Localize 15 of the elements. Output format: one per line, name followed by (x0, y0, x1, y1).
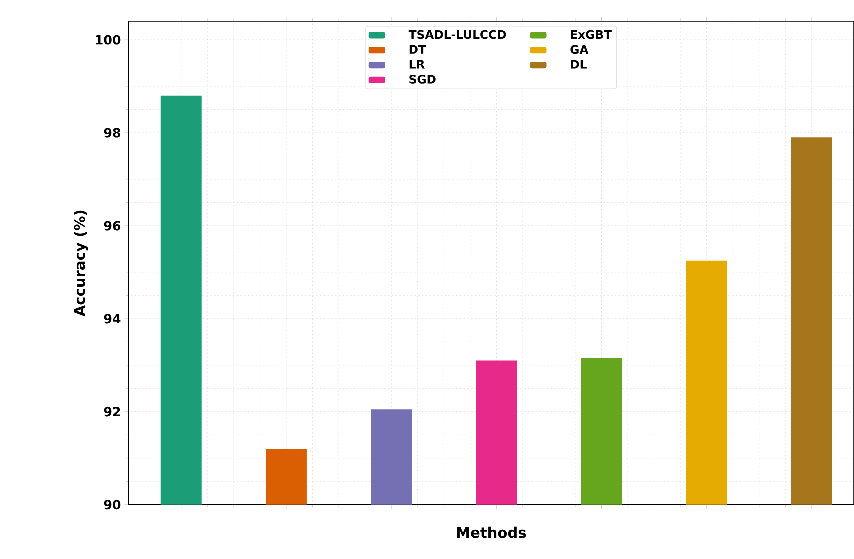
legend-label: GA (570, 45, 589, 54)
legend-label: ExGBT (571, 30, 612, 39)
legend-label: TSADL-LULCCD (408, 30, 506, 39)
y-tick-label: 92 (104, 406, 120, 416)
legend-label: DT (410, 45, 426, 54)
legend-label: LR (410, 60, 425, 69)
y-tick-label: 94 (104, 314, 121, 324)
y-tick-label: 98 (104, 128, 120, 138)
legend-label: DL (571, 60, 587, 69)
y-tick-label: 96 (104, 220, 121, 231)
y-tick-label: 90 (104, 500, 121, 510)
legend-label: SGD (410, 74, 436, 84)
x-axis-title: Methods (457, 526, 526, 538)
y-tick-label: 100 (96, 35, 121, 45)
y-axis-title: Accuracy (%) (74, 210, 88, 316)
